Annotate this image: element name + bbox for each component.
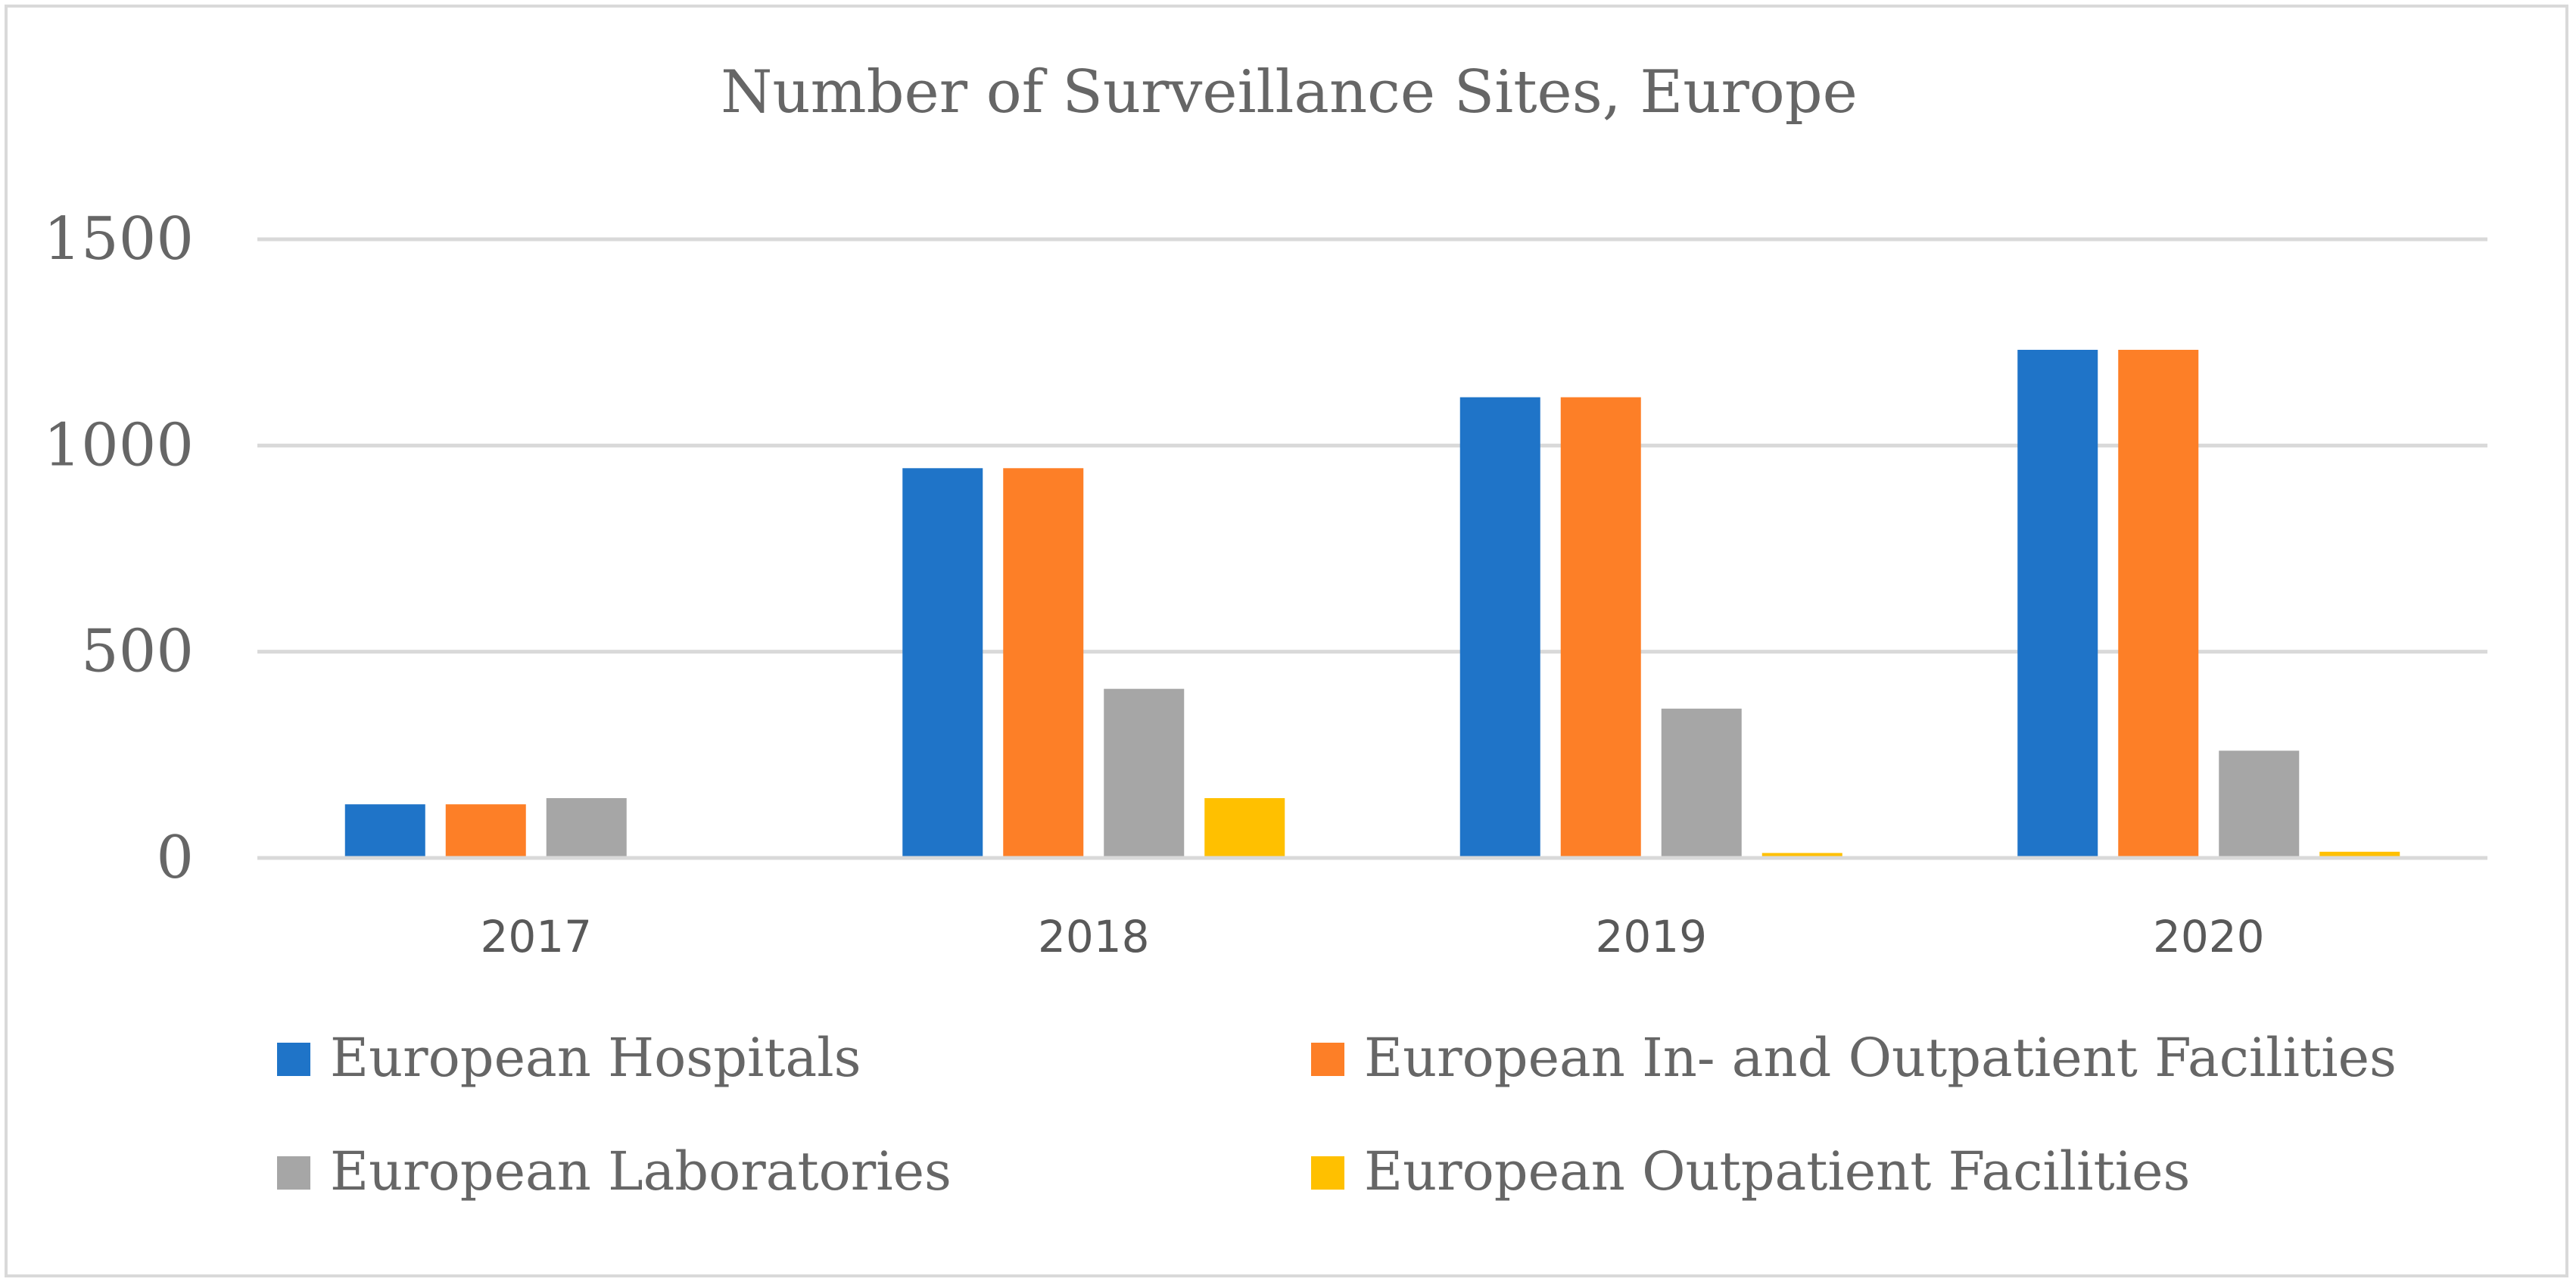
legend-swatch	[277, 1043, 310, 1076]
legend-label: European Outpatient Facilities	[1364, 1140, 2190, 1202]
legend: European Hospitals European In- and Outpa…	[277, 1027, 2397, 1202]
bar-2019-series-2	[1560, 397, 1641, 858]
bar-2017-series-1	[344, 804, 425, 858]
legend-swatch	[1311, 1043, 1344, 1076]
x-tick-label: 2018	[1038, 911, 1150, 962]
x-tick-label: 2020	[2153, 911, 2265, 962]
legend-swatch	[277, 1156, 310, 1190]
x-tick-label: 2017	[480, 911, 592, 962]
bar-2019-series-3	[1661, 708, 1742, 858]
x-axis: 2017 2018 2019 2020	[257, 856, 2487, 962]
bar-2018-series-3	[1104, 688, 1185, 858]
bar-chart: Number of Surveillance Sites, Europe 0 50…	[43, 58, 2487, 1202]
bar-2020-series-3	[2219, 750, 2300, 858]
bar-2019-series-4	[1761, 853, 1842, 858]
bar-2019-series-1	[1459, 397, 1540, 858]
bar-2020-series-4	[2319, 851, 2400, 858]
bar-2020-series-2	[2118, 349, 2199, 858]
bars	[344, 349, 2400, 858]
legend-label: European Laboratories	[330, 1140, 952, 1202]
y-tick-label: 1500	[43, 205, 194, 273]
legend-label: European In- and Outpatient Facilities	[1364, 1027, 2397, 1089]
legend-swatch	[1311, 1156, 1344, 1190]
y-tick-label: 500	[81, 618, 194, 686]
y-axis-ticks: 0 500 1000 1500	[43, 205, 194, 892]
y-tick-label: 0	[156, 824, 194, 892]
gridlines	[257, 237, 2487, 654]
bar-2020-series-1	[2017, 349, 2098, 858]
bar-2017-series-3	[546, 798, 627, 858]
chart-frame: Number of Surveillance Sites, Europe 0 50…	[5, 5, 2568, 1277]
bar-2017-series-2	[445, 804, 526, 858]
bar-2018-series-2	[1003, 468, 1084, 858]
legend-label: European Hospitals	[330, 1027, 861, 1089]
bar-2018-series-4	[1204, 798, 1285, 858]
x-tick-label: 2019	[1595, 911, 1707, 962]
y-tick-label: 1000	[43, 411, 194, 479]
chart-title: Number of Surveillance Sites, Europe	[721, 58, 1858, 126]
bar-2018-series-1	[902, 468, 983, 858]
